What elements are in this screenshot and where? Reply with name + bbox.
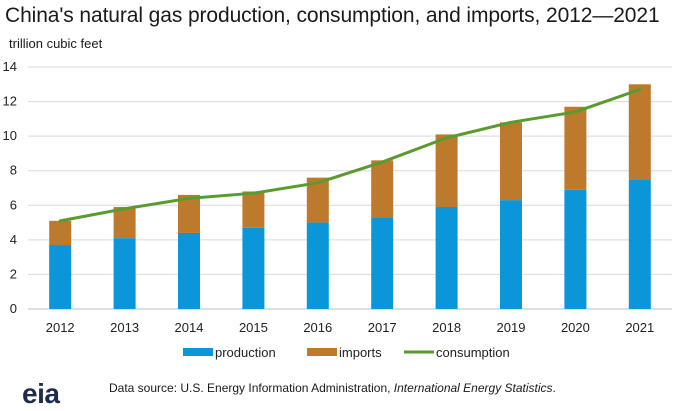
y-tick-label: 12 [3, 94, 17, 109]
y-tick-label: 2 [10, 266, 17, 281]
x-tick-label: 2013 [110, 320, 139, 335]
y-tick-label: 6 [10, 197, 17, 212]
x-tick-label: 2014 [175, 320, 204, 335]
y-axis-unit-label: trillion cubic feet [9, 36, 103, 51]
x-tick-label: 2015 [239, 320, 268, 335]
y-tick-label: 8 [10, 163, 17, 178]
bar-production-2015 [242, 227, 265, 309]
bar-imports-2015 [242, 191, 265, 228]
eia-logo-text: eia [22, 378, 60, 409]
y-tick-label: 0 [10, 301, 17, 316]
source-suffix: . [552, 381, 556, 395]
bar-imports-2021 [628, 84, 651, 180]
chart-title: China's natural gas production, consumpt… [5, 4, 660, 27]
x-tick-label: 2019 [497, 320, 526, 335]
line-consumption [58, 87, 642, 223]
legend-swatch-production [183, 348, 213, 356]
legend-swatch-imports [307, 348, 337, 356]
x-tick-label: 2012 [46, 320, 75, 335]
bar-production-2018 [435, 207, 458, 309]
bar-imports-2013 [113, 207, 136, 239]
bar-production-2016 [306, 222, 329, 309]
x-tick-label: 2016 [303, 320, 332, 335]
bar-imports-2017 [371, 160, 394, 218]
eia-logo: eia [22, 376, 68, 409]
x-tick-label: 2021 [625, 320, 654, 335]
bar-production-2020 [564, 189, 587, 309]
bar-production-2017 [371, 217, 394, 309]
bar-imports-2012 [49, 220, 72, 246]
y-tick-label: 10 [3, 128, 17, 143]
legend-label-production: production [215, 345, 276, 360]
bar-production-2012 [49, 245, 72, 309]
bar-imports-2014 [178, 194, 200, 233]
source-italic: International Energy Statistics [393, 381, 553, 395]
data-source-note: Data source: U.S. Energy Information Adm… [109, 381, 556, 395]
bar-production-2013 [113, 238, 136, 309]
x-tick-label: 2017 [368, 320, 397, 335]
x-tick-label: 2018 [432, 320, 461, 335]
source-prefix: Data source: U.S. Energy Information Adm… [109, 381, 394, 395]
bar-production-2019 [500, 200, 522, 309]
bar-imports-2019 [500, 122, 522, 201]
legend-label-imports: imports [339, 345, 382, 360]
legend-label-consumption: consumption [436, 345, 510, 360]
bar-imports-2020 [564, 106, 587, 190]
bar-production-2021 [628, 179, 651, 309]
y-tick-label: 14 [3, 59, 17, 74]
bar-production-2014 [178, 232, 200, 309]
bar-imports-2016 [306, 177, 329, 223]
x-tick-label: 2020 [561, 320, 590, 335]
y-tick-label: 4 [10, 232, 17, 247]
bar-imports-2018 [435, 134, 458, 208]
